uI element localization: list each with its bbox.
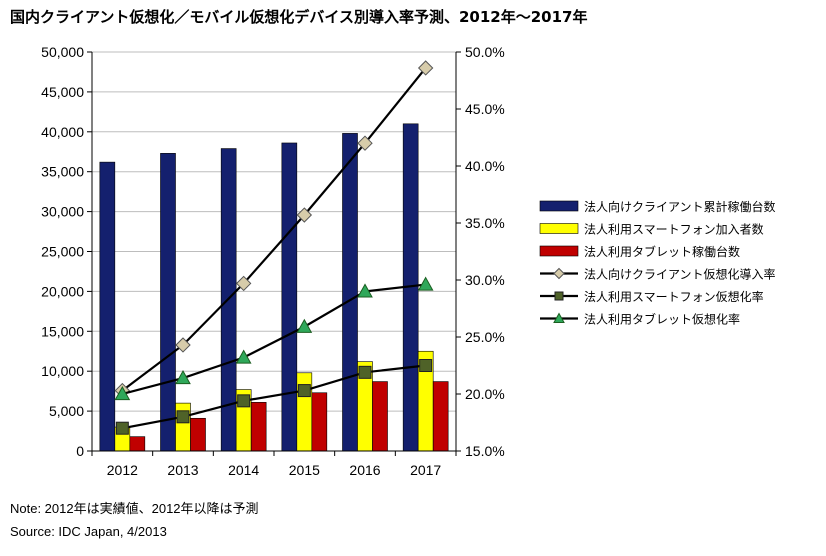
smartphone-rate-point (237, 394, 251, 408)
source-text: Source: IDC Japan, 4/2013 (10, 524, 167, 539)
left-tick-label: 20,000 (41, 283, 84, 299)
right-tick-label: 50.0% (465, 44, 505, 60)
legend-clients: 法人向けクライアント累計稼働台数 (539, 199, 776, 214)
bar-tablet (250, 402, 267, 452)
left-tick-label: 50,000 (41, 44, 84, 60)
bar-tablet (311, 392, 328, 452)
right-tick-label: 15.0% (465, 443, 505, 459)
smartphone-rate-point (419, 359, 433, 372)
client-rate-point (417, 60, 434, 76)
smartphone-rate-point (115, 421, 129, 435)
left-tick-label: 5,000 (49, 403, 84, 419)
right-tick-label: 40.0% (465, 158, 505, 174)
legend: 法人向けクライアント累計稼働台数法人利用スマートフォン加入者数法人利用タブレット… (539, 199, 776, 327)
legend-tablet-label: 法人利用タブレット稼働台数 (584, 244, 740, 259)
legend-tablet-rate-label: 法人利用タブレット仮想化率 (584, 312, 740, 327)
legend-tablet-rate-swatch-marker (553, 312, 565, 323)
rate-lines (114, 60, 434, 435)
legend-smartphone: 法人利用スマートフォン加入者数 (539, 222, 764, 237)
legend-smartphone-rate-label: 法人利用スマートフォン仮想化率 (584, 289, 764, 304)
right-tick-label: 45.0% (465, 101, 505, 117)
right-tick-label: 20.0% (465, 386, 505, 402)
legend-tablet-rate: 法人利用タブレット仮想化率 (540, 312, 740, 327)
smartphone-rate-point (176, 410, 190, 424)
right-tick-label: 25.0% (465, 329, 505, 345)
chart-title: 国内クライアント仮想化／モバイル仮想化デバイス別導入率予測、2012年～2017… (10, 8, 588, 26)
client-rate-point (296, 207, 313, 223)
bars (99, 123, 449, 452)
bar-clients (281, 142, 298, 452)
client-rate-point (235, 275, 252, 292)
bar-clients (160, 153, 176, 452)
client-rate-point (357, 135, 373, 151)
left-tick-label: 0 (76, 443, 84, 459)
bar-tablet (432, 381, 449, 452)
tablet-rate-point (175, 370, 191, 385)
tablet-rate-point (357, 283, 373, 298)
bar-clients (99, 161, 116, 452)
client-rate-point (175, 337, 191, 353)
smartphone-rate-line (122, 364, 426, 430)
left-tick-label: 45,000 (41, 84, 84, 100)
smartphone-rate-point (358, 365, 372, 379)
legend-smartphone-label: 法人利用スマートフォン加入者数 (584, 222, 764, 237)
legend-client-rate-label: 法人向けクライアント仮想化導入率 (584, 267, 776, 282)
legend-smartphone-rate-swatch-marker (554, 291, 564, 301)
legend-smartphone-swatch (539, 223, 579, 234)
legend-clients-swatch (539, 200, 579, 212)
legend-client-rate-swatch-marker (553, 267, 565, 280)
legend-client-rate: 法人向けクライアント仮想化導入率 (540, 267, 776, 282)
x-tick-label: 2014 (228, 462, 259, 478)
legend-tablet-swatch (539, 245, 579, 257)
legend-clients-label: 法人向けクライアント累計稼働台数 (584, 199, 776, 214)
left-tick-label: 35,000 (41, 164, 84, 180)
gridlines (92, 51, 456, 452)
legend-tablet: 法人利用タブレット稼働台数 (539, 244, 740, 259)
x-tick-label: 2016 (349, 462, 380, 478)
tablet-rate-point (417, 276, 434, 291)
right-tick-label: 30.0% (465, 272, 505, 288)
x-tick-label: 2015 (289, 462, 320, 478)
note-text: Note: 2012年は実績値、2012年以降は予測 (10, 501, 259, 516)
right-tick-label: 35.0% (465, 215, 505, 231)
left-tick-label: 10,000 (41, 363, 84, 379)
left-tick-label: 25,000 (41, 244, 84, 260)
x-tick-label: 2012 (107, 462, 138, 478)
x-tick-label: 2013 (167, 462, 198, 478)
left-tick-label: 30,000 (41, 204, 84, 220)
tablet-rate-point (296, 318, 313, 333)
bar-tablet (372, 381, 388, 452)
legend-smartphone-rate: 法人利用スマートフォン仮想化率 (540, 289, 764, 304)
bar-tablet (129, 436, 146, 452)
left-tick-label: 15,000 (41, 323, 84, 339)
client-rate-line (121, 67, 427, 392)
tablet-rate-line (122, 283, 426, 396)
tablet-rate-point (114, 385, 131, 401)
smartphone-rate-point (297, 384, 311, 398)
axes: 0 5,000 10,000 15,000 20,000 25,000 30,000 35,0… (41, 44, 505, 478)
left-tick-label: 40,000 (41, 124, 84, 140)
bar-tablet (190, 417, 206, 452)
x-tick-label: 2017 (410, 462, 441, 478)
tablet-rate-point (235, 349, 252, 364)
bar-clients (342, 133, 358, 452)
